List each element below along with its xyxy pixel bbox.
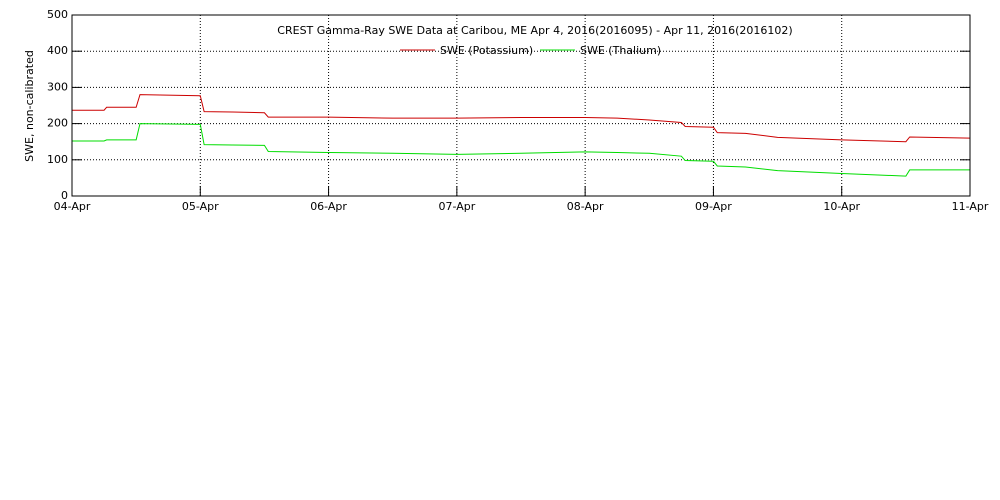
y-tick-label: 400 xyxy=(47,44,68,57)
y-tick-label: 0 xyxy=(61,189,68,202)
y-tick-label: 200 xyxy=(47,117,68,130)
x-tick-label: 04-Apr xyxy=(54,200,91,213)
x-tick-label: 11-Apr xyxy=(952,200,989,213)
y-tick-label: 300 xyxy=(47,80,68,93)
plot-frame xyxy=(71,14,971,197)
x-tick-label: 10-Apr xyxy=(823,200,860,213)
x-tick-label: 09-Apr xyxy=(695,200,732,213)
y-tick-label: 100 xyxy=(47,153,68,166)
chart-title: CREST Gamma-Ray SWE Data at Caribou, ME … xyxy=(277,24,792,37)
y-axis-label: SWE, non-calibrated xyxy=(23,50,36,162)
data-line xyxy=(72,94,971,143)
x-tick-label: 07-Apr xyxy=(438,200,475,213)
x-tick-label: 05-Apr xyxy=(182,200,219,213)
x-tick-label: 06-Apr xyxy=(310,200,347,213)
y-tick-label: 500 xyxy=(47,8,68,21)
x-tick-label: 08-Apr xyxy=(567,200,604,213)
legend-label: SWE (Potassium) xyxy=(440,44,533,57)
legend-label: SWE (Thalium) xyxy=(580,44,661,57)
data-line xyxy=(72,123,970,177)
